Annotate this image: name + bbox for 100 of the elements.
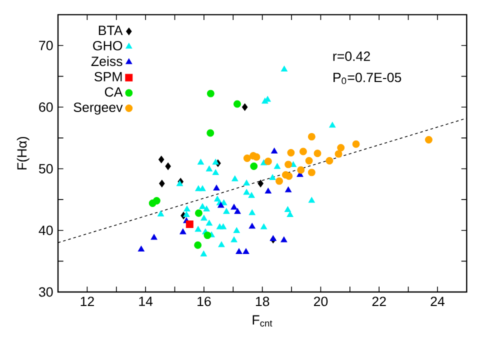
point	[176, 180, 184, 186]
point	[158, 156, 164, 164]
x-axis-title: F$_{cnt}$	[252, 315, 272, 327]
point	[223, 208, 230, 214]
point	[206, 166, 212, 172]
point	[206, 220, 212, 226]
point	[270, 235, 276, 241]
y-tick-label: 30	[38, 287, 53, 297]
point	[308, 168, 316, 176]
point	[194, 226, 202, 232]
x-tick-label: 24	[430, 296, 445, 306]
point	[264, 158, 272, 166]
point	[213, 184, 220, 190]
point	[206, 129, 214, 137]
point	[424, 136, 432, 144]
x-tick-label: 12	[80, 296, 94, 306]
legend-label: Zeiss	[91, 56, 122, 66]
point	[199, 203, 206, 209]
legend-label: BTA	[98, 26, 123, 35]
legend-label: Sergeev	[74, 102, 123, 115]
annotation: r=0.42	[333, 52, 370, 61]
point	[236, 248, 242, 254]
point	[200, 250, 207, 256]
point	[285, 186, 292, 192]
point	[242, 103, 248, 111]
point	[194, 209, 202, 217]
point	[230, 236, 238, 242]
annotation: P$_{0}$=0.7E-05	[334, 72, 402, 84]
x-tick-label: 16	[198, 296, 211, 306]
point	[276, 177, 284, 185]
y-tick-label: 70	[39, 40, 53, 50]
point	[250, 162, 258, 170]
point	[352, 140, 360, 148]
point	[285, 172, 293, 180]
point	[232, 175, 238, 182]
point	[197, 158, 204, 165]
point	[264, 188, 272, 194]
point	[248, 209, 256, 216]
point	[212, 169, 219, 176]
x-tick-label: 20	[314, 296, 328, 306]
point	[287, 148, 295, 156]
point	[299, 148, 307, 156]
point	[138, 246, 144, 252]
point	[269, 174, 276, 180]
point	[157, 210, 164, 216]
point	[186, 220, 194, 228]
point	[308, 197, 315, 203]
point	[305, 156, 313, 164]
x-tick-label: 18	[256, 296, 270, 306]
x-tick-label: 14	[139, 296, 153, 306]
y-tick-label: 60	[39, 102, 53, 112]
point	[258, 180, 264, 188]
point	[218, 202, 224, 208]
point	[194, 241, 202, 249]
point	[180, 228, 186, 234]
point	[206, 90, 214, 98]
point	[243, 189, 250, 195]
point	[243, 154, 251, 162]
point	[242, 248, 250, 254]
point	[260, 224, 268, 230]
point	[184, 206, 190, 212]
point	[159, 180, 165, 188]
point	[218, 241, 225, 248]
point	[200, 214, 208, 221]
point	[150, 234, 158, 240]
point	[248, 222, 256, 229]
point	[252, 153, 260, 161]
point	[314, 150, 322, 158]
point	[234, 208, 241, 214]
point	[220, 224, 226, 230]
point	[326, 156, 334, 164]
x-tick-label: 22	[372, 296, 386, 306]
point	[329, 122, 336, 128]
y-tick-label: 40	[38, 226, 53, 236]
y-tick-label: 50	[39, 164, 53, 174]
point	[334, 150, 342, 158]
point	[286, 211, 294, 217]
point	[284, 160, 292, 168]
point	[203, 206, 210, 212]
point	[233, 227, 240, 233]
point	[274, 163, 280, 169]
point	[284, 206, 292, 212]
legend-label: GHO	[93, 40, 122, 50]
point	[248, 192, 255, 198]
point	[199, 185, 206, 192]
point	[233, 100, 241, 108]
point	[243, 180, 250, 186]
point	[280, 66, 288, 72]
point	[297, 166, 305, 174]
point	[280, 236, 288, 242]
point	[183, 211, 190, 217]
y-axis-title: F(Hα)	[16, 136, 30, 170]
point	[212, 158, 219, 165]
point	[165, 162, 171, 170]
point	[204, 232, 212, 240]
point	[152, 197, 160, 205]
point	[230, 204, 238, 210]
point	[337, 144, 345, 152]
point	[271, 148, 278, 154]
point	[308, 132, 316, 140]
